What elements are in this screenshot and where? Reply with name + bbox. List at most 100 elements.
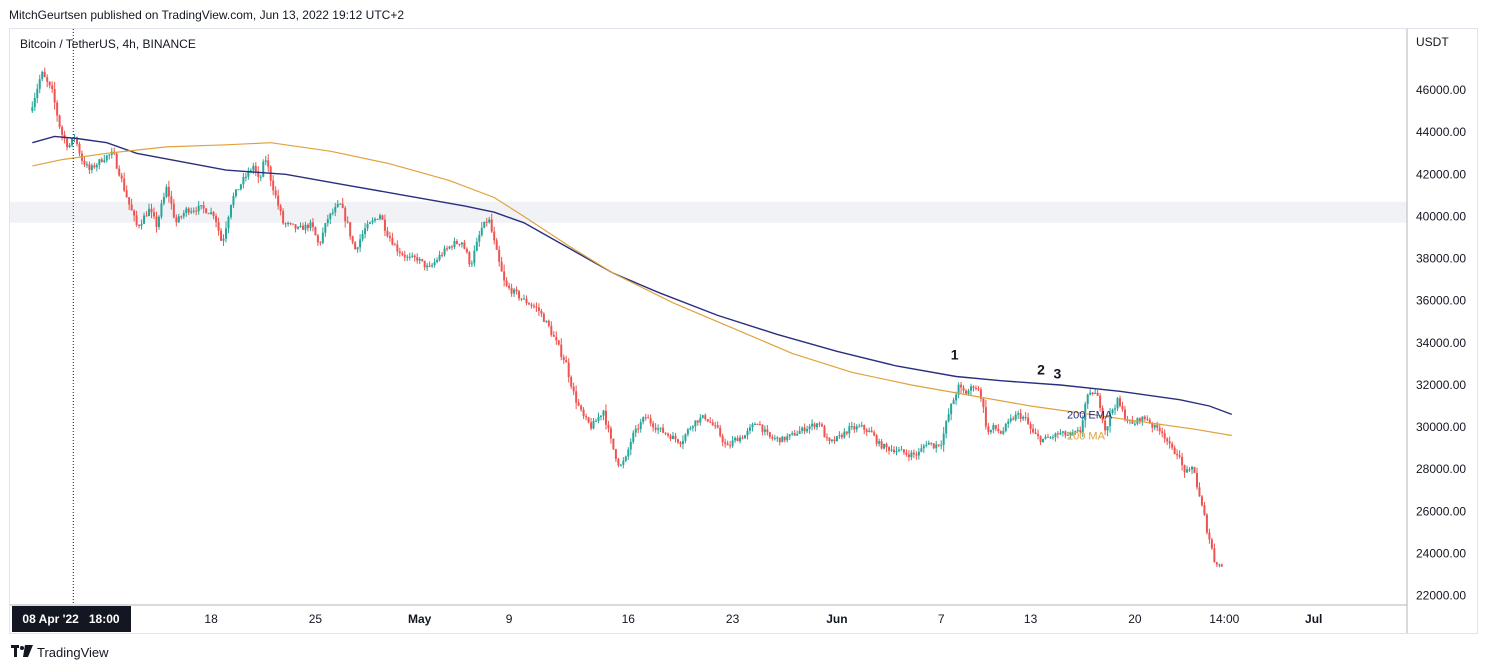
candle-body [428,265,431,267]
candle [798,426,801,435]
candle [152,207,155,220]
candle [172,199,175,219]
candle-body [411,255,414,257]
candle [1039,435,1042,445]
candle-body [155,216,158,227]
candle-body [776,437,779,439]
candle-body [1042,438,1045,443]
candle [932,443,935,450]
candle [870,426,873,433]
candle [895,446,898,456]
candle-body [227,217,230,229]
candle [103,154,106,164]
candle-body [232,196,235,206]
candle-body [1081,420,1084,433]
candle [855,424,858,433]
candle [1186,465,1189,474]
candle-body [1213,548,1216,563]
candle-body [523,298,525,300]
candle [510,283,513,297]
candle [950,403,953,421]
candle-body [1099,395,1102,408]
candle-body [475,241,478,251]
candle [1064,430,1067,439]
candle-body [731,440,734,446]
candle [922,443,925,453]
candle [329,212,332,225]
candle-body [686,429,689,435]
candle [1191,465,1194,475]
candle-body [165,186,168,197]
candle [53,81,56,110]
candle-body [135,215,138,226]
candle [287,221,290,227]
candle [1114,404,1117,415]
candle-body [274,190,277,196]
candle [853,422,856,434]
candle-body [205,208,208,214]
candle [786,433,789,443]
candle-body [309,222,312,229]
candle [1061,430,1064,437]
footer[interactable]: TradingView [11,644,109,660]
candle-body [423,260,426,268]
candle [1096,390,1099,397]
candle [1205,512,1208,535]
candle [98,158,101,170]
candle-body [398,251,401,254]
candle [1200,495,1203,507]
candle [475,237,478,252]
candle [140,219,143,230]
candle-body [783,436,786,441]
candle [907,450,910,462]
candle [741,435,744,440]
candle-body [431,265,434,267]
candle-body [570,377,573,387]
candle-body [883,444,886,449]
candle-body [828,437,831,441]
y-tick-label: 32000.00 [1416,378,1466,392]
candle-body [170,196,173,204]
candle [48,81,51,89]
candle [90,163,93,174]
chart-frame[interactable] [9,28,1478,634]
candle-body [868,430,871,432]
candle-body [143,215,146,224]
candle-body [694,420,697,427]
candle-body [955,394,958,401]
candlestick-chart[interactable]: 1 2 3 200 EMA 200 MA 46000.00 44000.00 42000.… [0,0,1488,640]
candle-body [1046,436,1049,438]
candle-body [609,428,612,439]
candle [1012,416,1015,421]
candle [672,431,674,440]
candle [1218,563,1221,568]
candle [942,426,945,452]
candle-body [1146,418,1149,420]
candle-body [1027,417,1030,424]
candle-body [818,423,821,425]
candle [155,211,158,233]
candle-body [344,207,347,222]
candle [793,429,796,436]
candle-body [801,427,804,431]
candle-body [401,253,404,255]
candle-body [823,426,826,438]
candle-body [766,429,769,433]
candle-body [242,177,245,185]
candle-body [152,212,155,217]
candle-body [845,431,848,434]
legend-group: 200 EMA 200 MA [1067,409,1113,442]
candle-body [145,215,148,217]
candle-body [346,221,349,223]
candle-body [58,115,61,127]
candle [893,446,896,455]
candle [1081,415,1084,437]
candle [830,439,833,444]
candle [180,215,183,220]
candle-body [885,444,888,448]
candle [644,413,647,421]
candle [1146,415,1149,422]
candle-body [701,415,704,418]
candle [974,385,977,391]
candle [771,434,774,441]
